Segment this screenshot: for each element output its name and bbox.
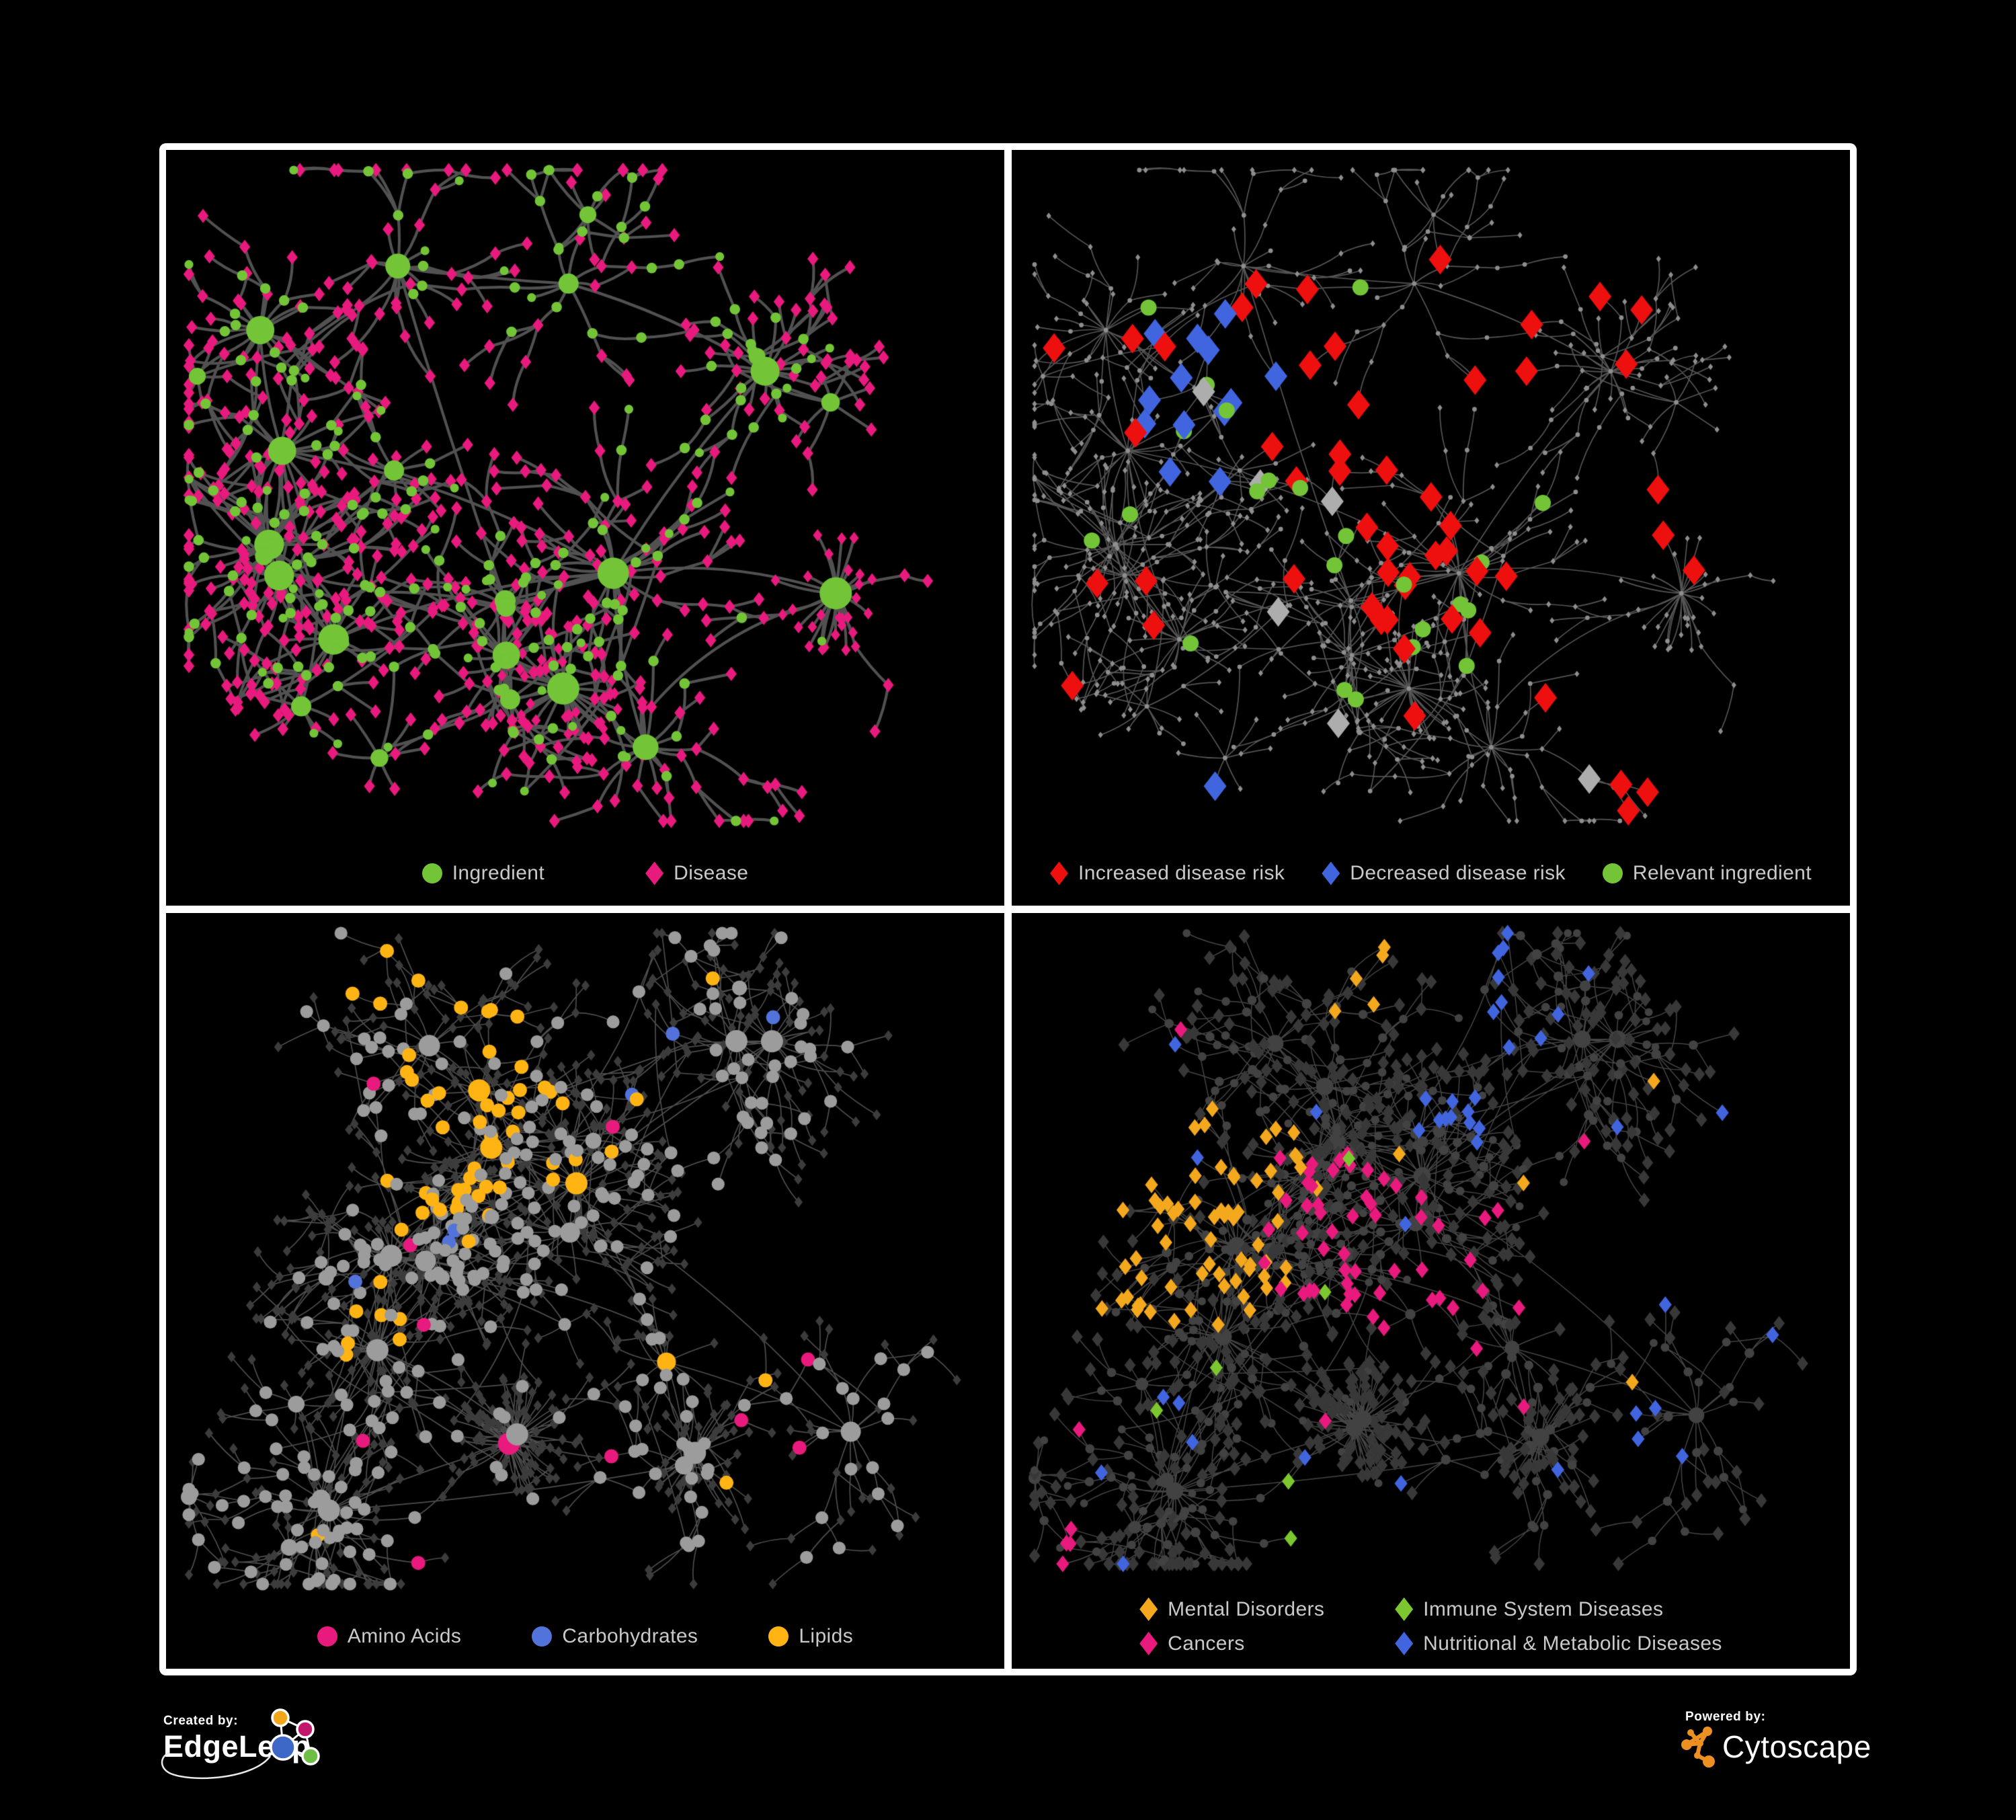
legend-label: Carbohydrates bbox=[562, 1625, 698, 1647]
edgeleap-logo-icon bbox=[161, 1708, 320, 1780]
cytoscape-brand: Cytoscape bbox=[1722, 1729, 1871, 1764]
diamond-icon bbox=[645, 861, 664, 885]
legend-item-disease: Disease bbox=[645, 861, 749, 885]
created-by-label: Created by: bbox=[163, 1714, 239, 1728]
powered-by-label: Powered by: bbox=[1685, 1710, 1766, 1724]
diamond-icon bbox=[1139, 1632, 1158, 1655]
legend-item-cancers: Cancers bbox=[1139, 1632, 1341, 1655]
edgeleap-node-green bbox=[301, 1747, 320, 1766]
edgeleap-node-blue bbox=[270, 1734, 296, 1761]
panel-grid: Ingredient Disease Increased disease risk D… bbox=[159, 143, 1857, 1675]
circle-icon bbox=[532, 1626, 553, 1647]
legend-disease-risk: Increased disease risk Decreased disease … bbox=[1012, 841, 1850, 906]
legend-item-nutritional-metabolic-diseases: Nutritional & Metabolic Diseases bbox=[1395, 1632, 1722, 1655]
legend-label: Immune System Diseases bbox=[1423, 1597, 1664, 1620]
diamond-icon bbox=[1395, 1632, 1414, 1655]
legend-label: Increased disease risk bbox=[1078, 862, 1285, 884]
diamond-icon bbox=[1050, 861, 1068, 885]
cytoscape-logo-icon bbox=[1681, 1727, 1715, 1768]
legend-item-increased-disease-risk: Increased disease risk bbox=[1050, 861, 1285, 885]
diamond-icon bbox=[1322, 861, 1340, 885]
legend-item-immune-system-diseases: Immune System Diseases bbox=[1395, 1597, 1722, 1621]
panel-disease-risk: Increased disease risk Decreased disease … bbox=[1012, 150, 1850, 906]
panel-ingredient-classes: Amino Acids Carbohydrates Lipids bbox=[166, 913, 1004, 1669]
legend-label: Relevant ingredient bbox=[1632, 862, 1812, 884]
edgeleap-node-magenta bbox=[296, 1720, 315, 1739]
diamond-icon bbox=[1395, 1597, 1414, 1621]
legend-ingredient-classes: Amino Acids Carbohydrates Lipids bbox=[166, 1604, 1004, 1669]
circle-icon bbox=[421, 863, 442, 883]
network-canvas-ingredient-classes bbox=[166, 913, 1004, 1604]
legend-label: Disease bbox=[674, 862, 749, 884]
circle-icon bbox=[1602, 863, 1623, 883]
legend-item-relevant-ingredient: Relevant ingredient bbox=[1602, 862, 1812, 885]
network-canvas-disease-risk bbox=[1012, 150, 1850, 841]
legend-label: Ingredient bbox=[452, 862, 545, 884]
circle-icon bbox=[768, 1626, 789, 1647]
edgeleap-node-orange bbox=[271, 1708, 290, 1727]
legend-item-mental-disorders: Mental Disorders bbox=[1139, 1597, 1341, 1621]
legend-ingredient-disease: Ingredient Disease bbox=[166, 841, 1004, 906]
legend-item-ingredient: Ingredient bbox=[421, 862, 545, 885]
legend-label: Mental Disorders bbox=[1168, 1597, 1325, 1620]
legend-disease-categories: Mental Disorders Immune System Diseases Ca… bbox=[1012, 1584, 1850, 1669]
diamond-icon bbox=[1139, 1597, 1158, 1621]
legend-label: Cancers bbox=[1168, 1632, 1245, 1655]
legend-item-lipids: Lipids bbox=[768, 1625, 853, 1648]
legend-item-decreased-disease-risk: Decreased disease risk bbox=[1322, 861, 1566, 885]
network-canvas-ingredient-disease bbox=[166, 150, 1004, 841]
legend-item-carbohydrates: Carbohydrates bbox=[532, 1625, 698, 1648]
network-canvas-disease-categories bbox=[1012, 913, 1850, 1584]
legend-item-amino-acids: Amino Acids bbox=[317, 1625, 461, 1648]
legend-label: Nutritional & Metabolic Diseases bbox=[1423, 1632, 1722, 1655]
legend-label: Decreased disease risk bbox=[1350, 862, 1566, 884]
panel-ingredient-disease: Ingredient Disease bbox=[166, 150, 1004, 906]
legend-label: Lipids bbox=[799, 1625, 854, 1647]
panel-disease-categories: Mental Disorders Immune System Diseases Ca… bbox=[1012, 913, 1850, 1669]
legend-label: Amino Acids bbox=[347, 1625, 462, 1647]
circle-icon bbox=[317, 1626, 337, 1647]
